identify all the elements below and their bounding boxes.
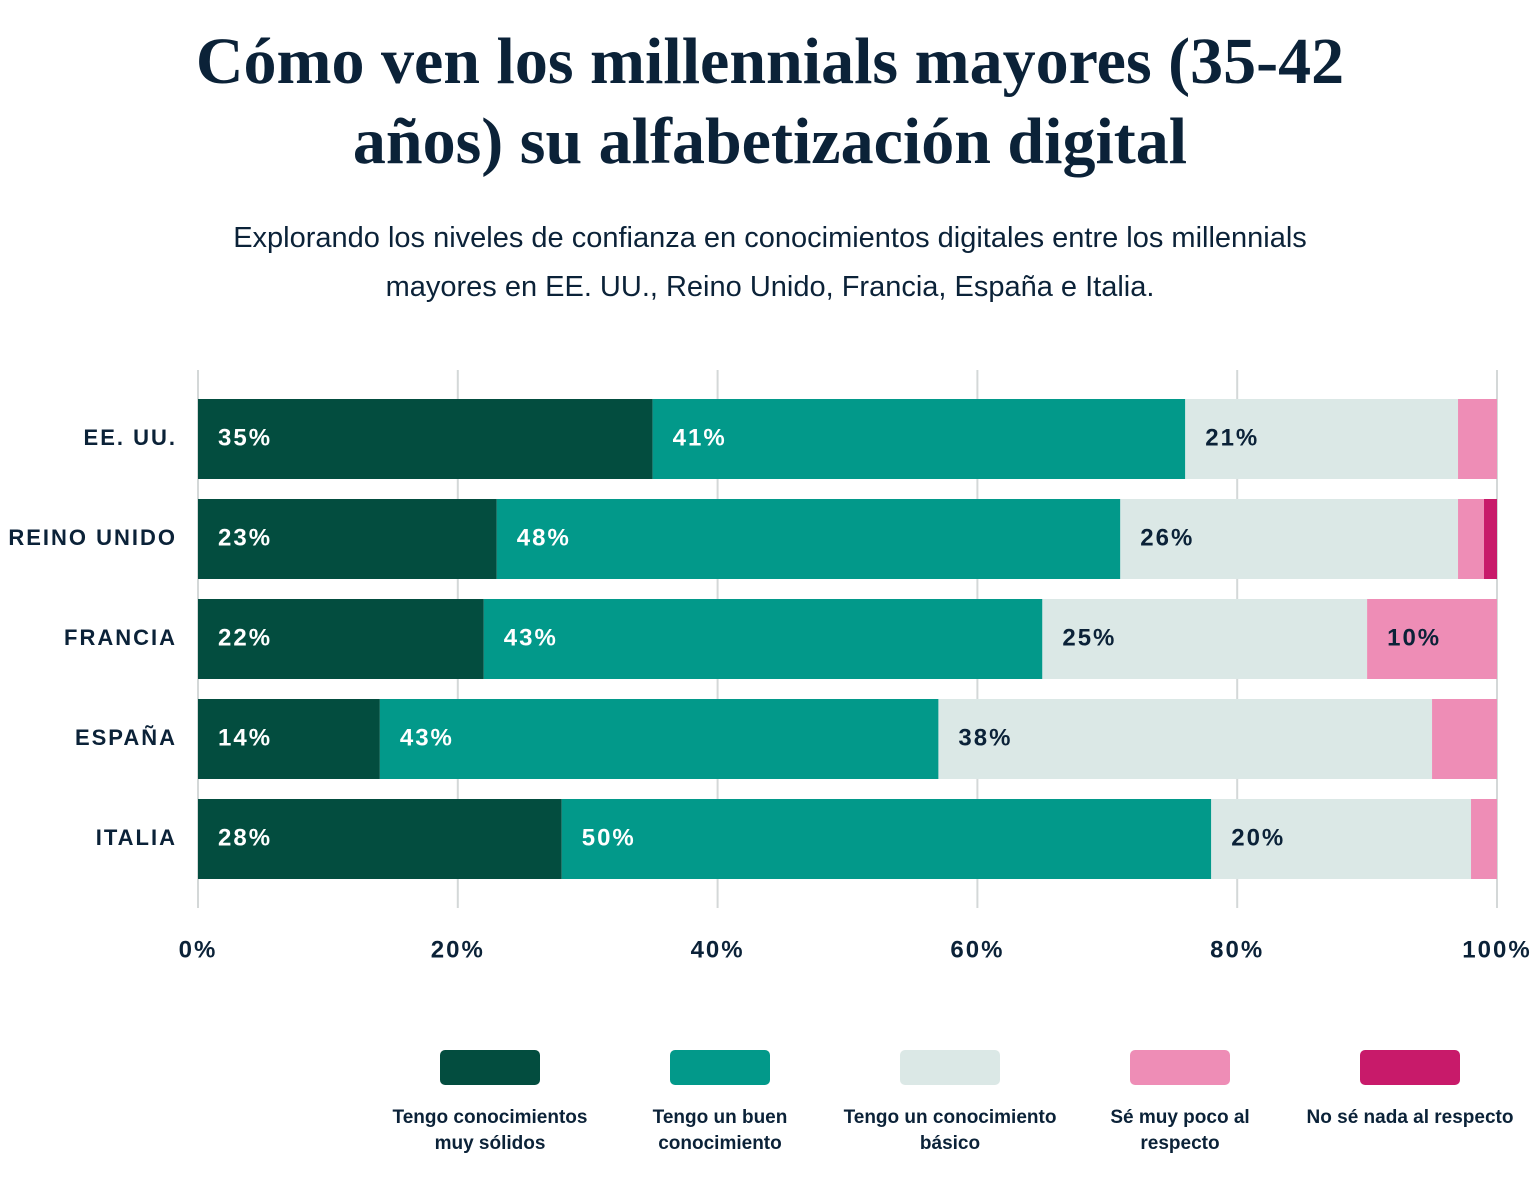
legend-swatch (1360, 1050, 1460, 1085)
x-tick-label: 60% (950, 936, 1004, 963)
bar-segment (1458, 399, 1497, 479)
x-tick-label: 100% (1462, 936, 1531, 963)
x-tick-label: 40% (691, 936, 745, 963)
legend: Tengo conocimientos muy sólidos Tengo un … (375, 1050, 1525, 1157)
data-label: 38% (958, 724, 1012, 751)
bar-segment (496, 499, 1121, 579)
y-tick-label: EE. UU. (84, 425, 177, 450)
data-label: 43% (400, 724, 454, 751)
data-label: 41% (673, 424, 727, 451)
legend-label: Tengo un buen conocimiento (652, 1107, 788, 1154)
legend-swatch (1130, 1050, 1230, 1085)
data-label: 26% (1140, 524, 1194, 551)
bar-segment (198, 799, 562, 879)
bar-segment (198, 599, 484, 679)
bar-segment (379, 699, 939, 779)
legend-swatch (670, 1050, 770, 1085)
data-label: 20% (1231, 824, 1285, 851)
legend-item: Tengo un conocimiento básico (835, 1050, 1065, 1157)
bar-segment (198, 499, 497, 579)
chart-title: Cómo ven los millennials mayores (35-42 … (195, 25, 1345, 178)
legend-label: Tengo conocimientos muy sólidos (392, 1107, 588, 1154)
data-label: 43% (504, 624, 558, 651)
y-tick-label: FRANCIA (64, 625, 177, 650)
bar-segment (1120, 499, 1459, 579)
bar-segment (1471, 799, 1497, 879)
chart-subtitle: Explorando los niveles de confianza en c… (233, 222, 1307, 303)
data-label: 50% (582, 824, 636, 851)
chart: 0% 20% 40% 60% 80% 100% EE. UU. 35% 41% 21% REINO … (8, 370, 1531, 963)
data-label: 14% (218, 724, 272, 751)
legend-label: Sé muy poco al respecto (1110, 1107, 1250, 1154)
data-label: 23% (218, 524, 272, 551)
bar-segment (1367, 599, 1497, 679)
data-label: 28% (218, 824, 272, 851)
data-label: 48% (517, 524, 571, 551)
data-label: 10% (1387, 624, 1441, 651)
bar-segment (198, 399, 653, 479)
bar-segment (1042, 599, 1368, 679)
data-label: 35% (218, 424, 272, 451)
x-tick-label: 0% (179, 936, 218, 963)
legend-item: Sé muy poco al respecto (1065, 1050, 1295, 1157)
x-tick-label: 80% (1210, 936, 1264, 963)
bar-segment (938, 699, 1433, 779)
bar-segment (1458, 499, 1485, 579)
legend-item: Tengo conocimientos muy sólidos (375, 1050, 605, 1157)
y-tick-label: ITALIA (96, 825, 177, 850)
y-tick-label: ESPAÑA (75, 725, 177, 750)
legend-item: Tengo un buen conocimiento (605, 1050, 835, 1157)
bar-segment (1211, 799, 1472, 879)
legend-swatch (900, 1050, 1000, 1085)
legend-item: No sé nada al respecto (1295, 1050, 1525, 1157)
x-tick-label: 20% (431, 936, 485, 963)
bar-segment (1484, 499, 1497, 579)
legend-swatch (440, 1050, 540, 1085)
data-label: 22% (218, 624, 272, 651)
data-label: 21% (1205, 424, 1259, 451)
legend-label: Tengo un conocimiento básico (843, 1107, 1057, 1154)
bar-segment (483, 599, 1043, 679)
bar-segment (561, 799, 1212, 879)
data-label: 25% (1062, 624, 1116, 651)
bar-segment (652, 399, 1186, 479)
legend-label: No sé nada al respecto (1306, 1107, 1514, 1128)
bar-segment (1432, 699, 1497, 779)
bar-segment (198, 699, 380, 779)
y-tick-label: REINO UNIDO (8, 525, 177, 550)
bar-segment (1185, 399, 1459, 479)
